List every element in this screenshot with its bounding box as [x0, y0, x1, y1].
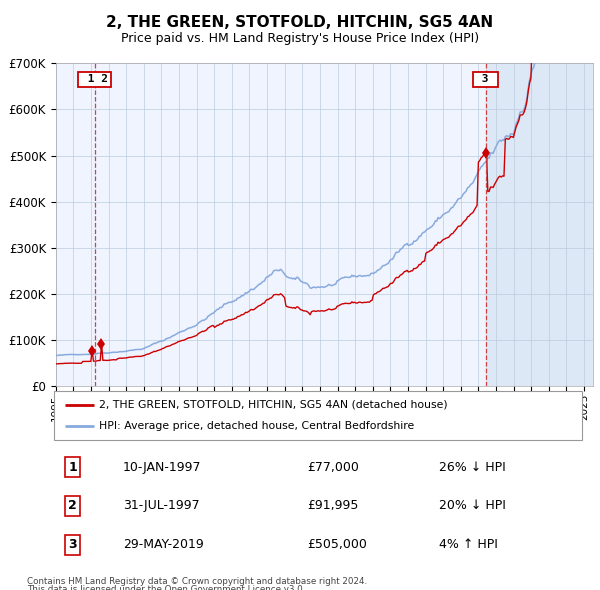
Text: 31-JUL-1997: 31-JUL-1997	[122, 499, 199, 513]
Text: £91,995: £91,995	[307, 499, 359, 513]
FancyBboxPatch shape	[54, 391, 582, 440]
Text: Price paid vs. HM Land Registry's House Price Index (HPI): Price paid vs. HM Land Registry's House …	[121, 32, 479, 45]
Text: 20% ↓ HPI: 20% ↓ HPI	[439, 499, 506, 513]
Text: 2: 2	[68, 499, 77, 513]
Text: 4% ↑ HPI: 4% ↑ HPI	[439, 538, 499, 551]
Text: 3: 3	[475, 74, 496, 84]
Text: 26% ↓ HPI: 26% ↓ HPI	[439, 461, 506, 474]
Text: 3: 3	[68, 538, 77, 551]
Text: 2, THE GREEN, STOTFOLD, HITCHIN, SG5 4AN: 2, THE GREEN, STOTFOLD, HITCHIN, SG5 4AN	[106, 15, 494, 30]
Text: £505,000: £505,000	[307, 538, 367, 551]
Text: 10-JAN-1997: 10-JAN-1997	[122, 461, 201, 474]
Text: £77,000: £77,000	[307, 461, 359, 474]
Text: 1: 1	[68, 461, 77, 474]
Text: 29-MAY-2019: 29-MAY-2019	[122, 538, 203, 551]
Bar	[485, 63, 593, 386]
Text: 1 2: 1 2	[81, 74, 108, 84]
Text: This data is licensed under the Open Government Licence v3.0.: This data is licensed under the Open Gov…	[27, 585, 305, 590]
Text: 2, THE GREEN, STOTFOLD, HITCHIN, SG5 4AN (detached house): 2, THE GREEN, STOTFOLD, HITCHIN, SG5 4AN…	[99, 399, 448, 409]
Text: Contains HM Land Registry data © Crown copyright and database right 2024.: Contains HM Land Registry data © Crown c…	[27, 577, 367, 586]
Text: HPI: Average price, detached house, Central Bedfordshire: HPI: Average price, detached house, Cent…	[99, 421, 414, 431]
